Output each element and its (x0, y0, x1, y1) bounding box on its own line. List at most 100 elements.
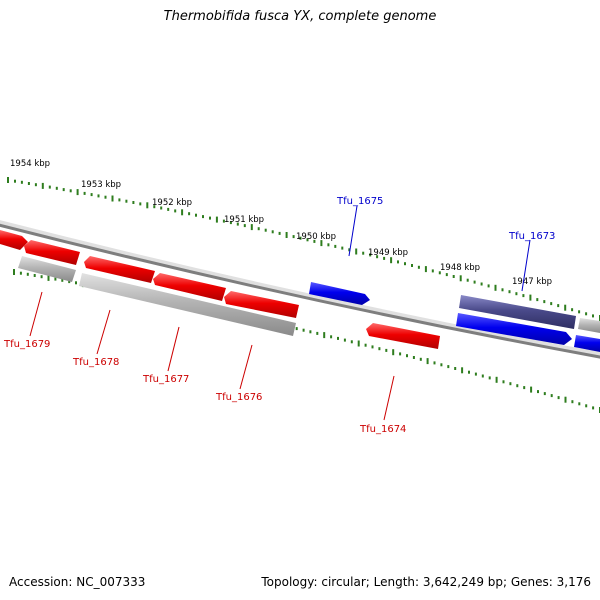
outer-tick-major (320, 240, 323, 247)
outer-tick-minor (592, 314, 594, 318)
outer-tick-minor (160, 206, 163, 210)
genome-backbone (0, 220, 600, 359)
outer-tick-major (564, 304, 567, 311)
outer-tick-minor (222, 219, 225, 223)
outer-tick-minor (341, 246, 344, 250)
inner-tick-minor (571, 400, 574, 404)
inner-tick-minor (343, 338, 346, 342)
outer-tick-minor (515, 292, 518, 296)
outer-tick-minor (271, 230, 274, 234)
outer-tick-minor (236, 222, 239, 226)
outer-tick-minor (229, 221, 232, 225)
gene-arrow-tfu-1679[interactable] (24, 240, 80, 265)
outer-tick-minor (209, 216, 211, 220)
outer-tick-minor (299, 236, 302, 240)
scale-label-1950: 1950 kbp (296, 232, 336, 242)
gene-label-tfu-1673[interactable]: Tfu_1673 (508, 231, 555, 242)
gene-label-tfu-1679[interactable]: Tfu_1679 (3, 339, 50, 350)
outer-tick-major (529, 294, 532, 301)
outer-tick-major (7, 177, 9, 183)
scale-label-1947: 1947 kbp (512, 277, 552, 287)
label-leaders (29, 205, 531, 421)
genome-summary-text: Topology: circular; Length: 3,642,249 bp… (261, 575, 591, 589)
reverse-strand-genes (0, 230, 440, 349)
inner-tick-minor (371, 345, 374, 349)
scale-label-1954: 1954 kbp (10, 159, 50, 169)
outer-tick-minor (278, 231, 281, 235)
outer-tick-minor (417, 265, 420, 269)
inner-tick-minor (468, 370, 470, 374)
inner-tick-minor (440, 363, 443, 367)
outer-tick-minor (397, 260, 399, 264)
inner-tick-major (357, 340, 360, 347)
accession-text: Accession: NC_007333 (9, 575, 146, 589)
outer-tick-major (390, 257, 393, 264)
inner-tick-major (564, 396, 567, 403)
outer-tick-minor (480, 282, 483, 286)
outer-tick-minor (257, 227, 260, 231)
outer-tick-minor (69, 189, 72, 193)
gene-label-tfu-1676[interactable]: Tfu_1676 (215, 392, 262, 403)
outer-tick-minor (48, 185, 51, 189)
outer-tick-minor (195, 213, 197, 217)
forward-strand-genes (309, 282, 600, 352)
gene-arrow-tfu-1678[interactable] (84, 256, 155, 283)
inner-tick-minor (309, 330, 312, 334)
outer-tick-minor (20, 180, 23, 184)
gene-label-tfu-1677[interactable]: Tfu_1677 (142, 374, 189, 385)
inner-tick-minor (509, 382, 512, 386)
outer-tick-minor (473, 280, 476, 284)
pseudo-gene-middle (79, 273, 296, 336)
outer-tick-minor (264, 228, 267, 232)
outer-tick-major (111, 195, 114, 202)
outer-tick-minor (83, 191, 86, 195)
gene-arrow-tfu-1674[interactable] (366, 323, 440, 349)
outer-tick-minor (571, 308, 574, 312)
outer-tick-minor (292, 235, 295, 239)
inner-tick-minor (378, 347, 381, 351)
inner-tick-minor (33, 274, 36, 277)
outer-tick-minor (243, 224, 246, 228)
outer-tick-minor (174, 209, 177, 213)
outer-tick-minor (167, 207, 170, 211)
outer-scale-ticks (7, 177, 600, 321)
inner-tick-minor (19, 271, 22, 275)
inner-tick-minor (385, 348, 388, 352)
gene-label-tfu-1674[interactable]: Tfu_1674 (359, 424, 406, 435)
outer-tick-minor (334, 244, 337, 248)
outer-tick-minor (362, 251, 365, 255)
outer-tick-minor (104, 195, 107, 199)
gene-label-tfu-1678[interactable]: Tfu_1678 (72, 357, 119, 368)
inner-tick-minor (502, 380, 505, 384)
inner-tick-minor (419, 357, 422, 361)
scale-labels: 1954 kbp 1953 kbp 1952 kbp 1951 kbp 1950… (10, 159, 552, 287)
outer-tick-minor (445, 273, 448, 277)
inner-tick-minor (68, 280, 71, 284)
outer-tick-major (41, 182, 44, 189)
inner-tick-major (426, 358, 429, 365)
map-title: Thermobifida fusca YX, complete genome (163, 9, 437, 24)
gene-label-tfu-1675[interactable]: Tfu_1675 (336, 196, 383, 207)
outer-tick-minor (202, 215, 204, 219)
outer-tick-minor (404, 262, 406, 266)
gene-arrow-tfu-1675[interactable] (309, 282, 370, 305)
outer-tick-major (215, 216, 218, 223)
outer-tick-minor (508, 290, 511, 294)
outer-tick-minor (438, 271, 441, 275)
gene-labels: Tfu_1675 Tfu_1673 Tfu_1679 Tfu_1678 Tfu_… (3, 196, 555, 435)
outer-tick-minor (306, 238, 309, 242)
inner-tick-minor (433, 361, 436, 365)
gene-arrow-tfu-1677[interactable] (153, 273, 226, 301)
inner-tick-major (461, 367, 464, 374)
gene-arrow-tfu-1673[interactable] (456, 313, 572, 345)
gene-arrow-tfu-1673-highlight[interactable] (459, 295, 576, 329)
inner-tick-minor (330, 335, 333, 339)
scale-label-1952: 1952 kbp (152, 198, 192, 208)
outer-tick-minor (118, 198, 121, 202)
outer-tick-minor (369, 253, 372, 257)
gene-arrow-tfu-1676[interactable] (224, 291, 299, 318)
gene-arrow-edge-gray (578, 318, 600, 333)
outer-tick-minor (431, 269, 434, 273)
outer-tick-minor (501, 288, 504, 292)
